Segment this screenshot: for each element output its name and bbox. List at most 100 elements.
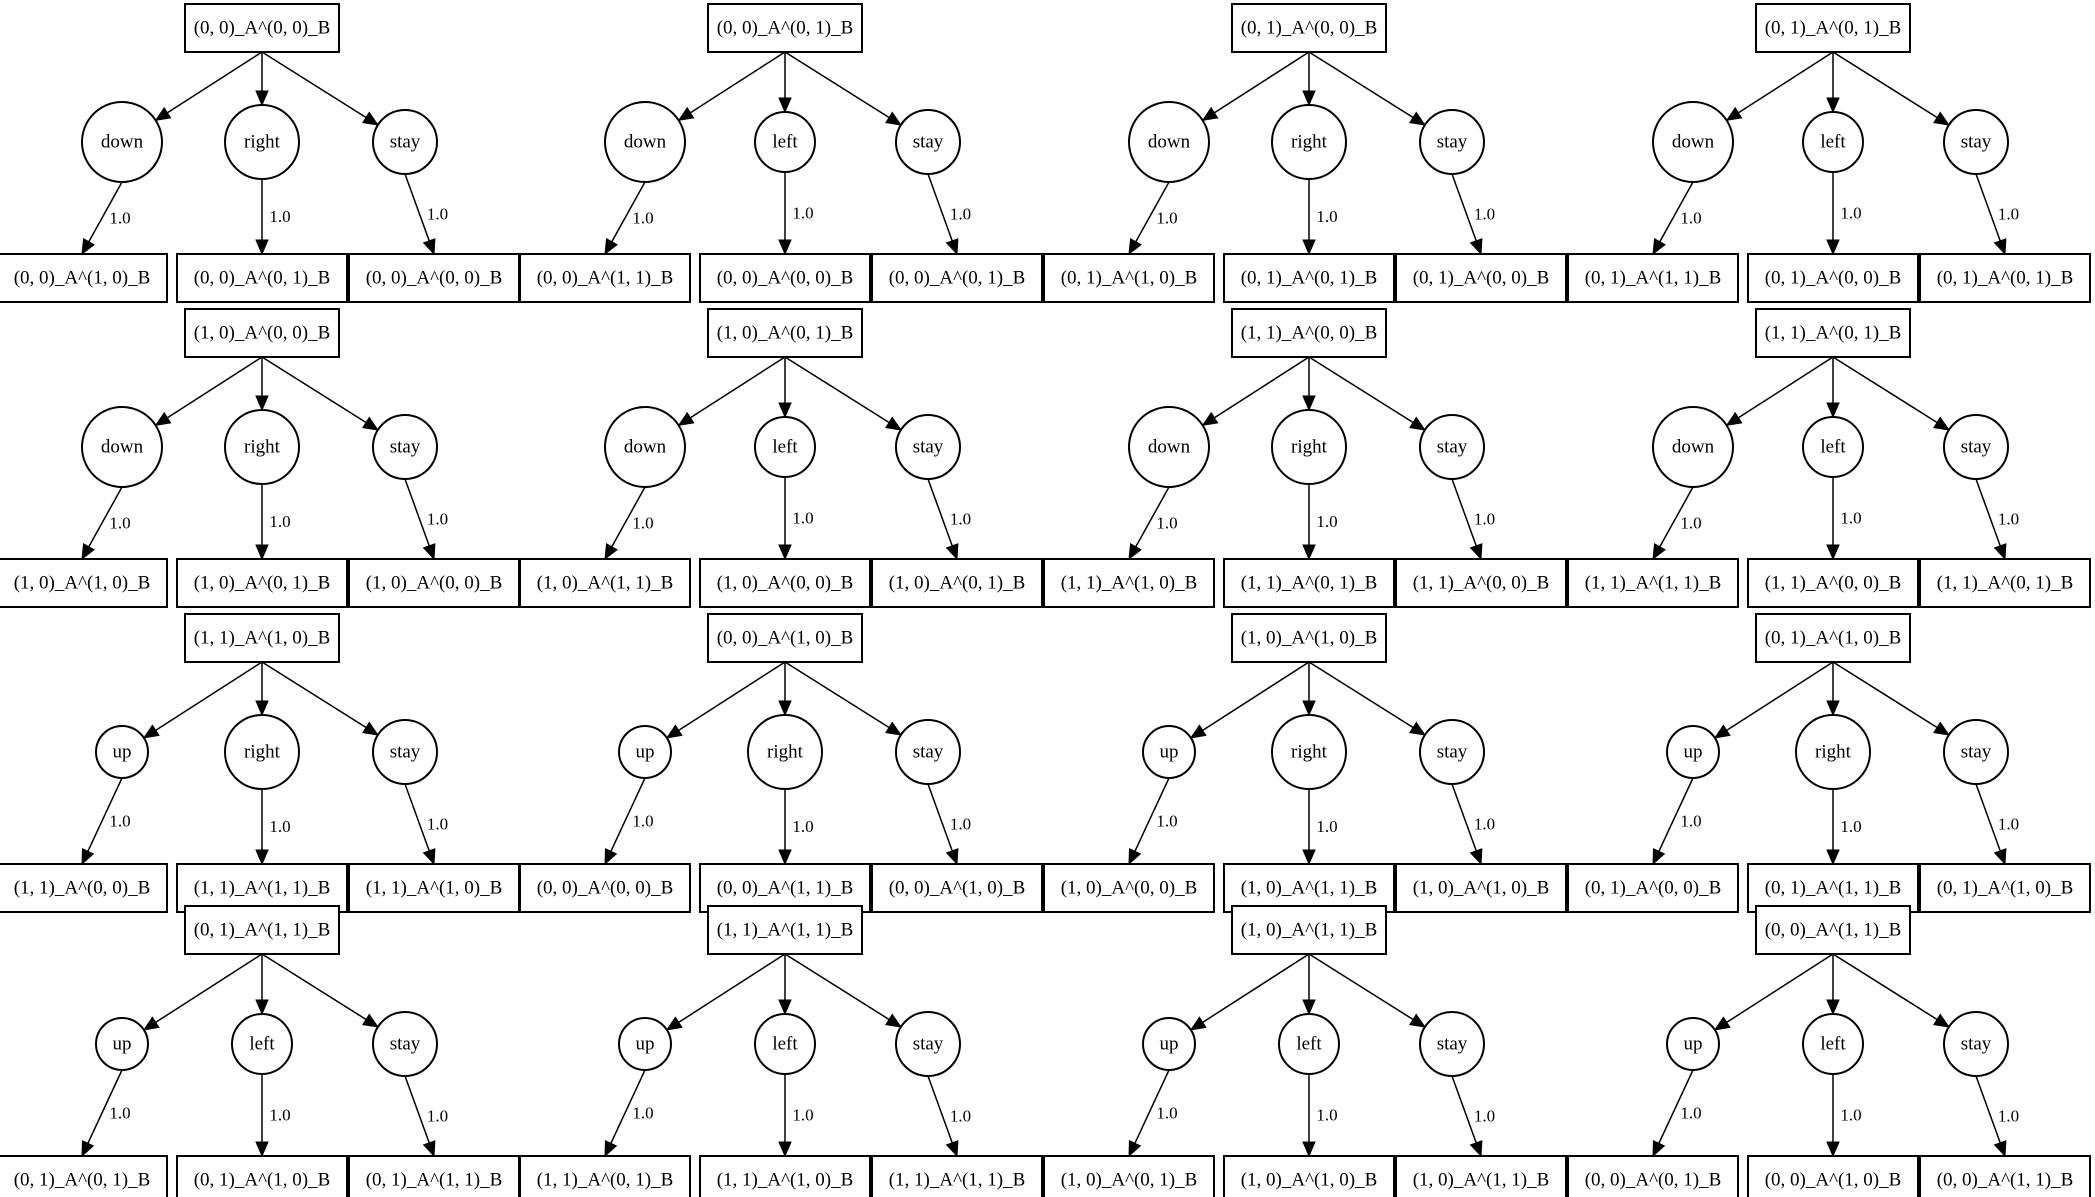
result-state-box xyxy=(1919,558,2091,608)
arrowhead xyxy=(1652,238,1666,256)
result-state-box xyxy=(176,253,348,303)
action-label: down xyxy=(1148,132,1191,153)
state-node-label: (1, 1)_A^(1, 1)_B xyxy=(717,920,854,941)
arrowhead xyxy=(1826,849,1840,866)
state-node-label: (1, 0)_A^(1, 0)_B xyxy=(1241,628,1378,649)
arrowhead xyxy=(945,1140,959,1158)
result-state-label: (0, 0)_A^(1, 1)_B xyxy=(1937,1170,2074,1191)
arrowhead xyxy=(81,848,95,866)
result-state-label: (0, 0)_A^(0, 0)_B xyxy=(366,268,503,289)
arrowhead xyxy=(778,402,792,419)
arrowhead xyxy=(1128,848,1142,866)
result-state-label: (0, 0)_A^(1, 0)_B xyxy=(1765,1170,1902,1191)
arrowhead xyxy=(1201,106,1219,122)
probability-label: 1.0 xyxy=(427,510,448,529)
action-edge xyxy=(1726,953,1834,1024)
probability-label: 1.0 xyxy=(792,204,813,223)
arrowhead xyxy=(1713,724,1731,739)
probability-label: 1.0 xyxy=(632,812,653,831)
arrowhead xyxy=(362,721,379,736)
probability-label: 1.0 xyxy=(109,209,130,228)
action-label: left xyxy=(772,1034,798,1055)
arrowhead xyxy=(945,848,959,866)
state-node-box xyxy=(1755,308,1911,358)
transition-edge xyxy=(1451,478,1477,547)
transition-edge xyxy=(1975,1075,2001,1144)
action-label: right xyxy=(244,437,281,458)
action-label: down xyxy=(1672,437,1715,458)
action-label: left xyxy=(1820,132,1846,153)
arrowhead xyxy=(1302,1141,1316,1158)
arrowhead xyxy=(778,97,792,114)
arrowhead xyxy=(885,416,902,431)
probability-label: 1.0 xyxy=(1316,817,1337,836)
result-state-label: (1, 0)_A^(0, 0)_B xyxy=(717,573,854,594)
transition-edge xyxy=(404,783,430,852)
probability-label: 1.0 xyxy=(1840,817,1861,836)
action-label: stay xyxy=(390,132,421,153)
action-edge xyxy=(1832,51,1938,119)
action-edge xyxy=(261,953,367,1021)
result-state-box xyxy=(1747,863,1919,913)
arrowhead xyxy=(604,543,618,561)
arrowhead xyxy=(1302,999,1316,1016)
arrowhead xyxy=(1302,849,1316,866)
result-state-label: (0, 1)_A^(0, 0)_B xyxy=(1413,268,1550,289)
arrowhead xyxy=(1652,543,1666,561)
action-label: up xyxy=(636,1034,655,1055)
result-state-label: (1, 1)_A^(0, 0)_B xyxy=(14,878,151,899)
result-state-box xyxy=(871,1155,1043,1197)
action-label: down xyxy=(1148,437,1191,458)
action-label: left xyxy=(249,1034,275,1055)
transition-edge xyxy=(1658,777,1694,852)
probability-label: 1.0 xyxy=(950,815,971,834)
action-label: left xyxy=(1296,1034,1322,1055)
result-state-box xyxy=(348,558,520,608)
result-state-box xyxy=(348,253,520,303)
result-state-label: (0, 0)_A^(0, 0)_B xyxy=(717,268,854,289)
arrowhead xyxy=(945,543,959,561)
arrowhead xyxy=(1826,402,1840,419)
arrowhead xyxy=(1652,1140,1666,1158)
arrowhead xyxy=(255,90,269,107)
action-edge xyxy=(1308,51,1414,119)
result-state-box xyxy=(1395,863,1567,913)
probability-label: 1.0 xyxy=(632,1104,653,1123)
result-state-box xyxy=(871,558,1043,608)
state-node-label: (1, 1)_A^(0, 0)_B xyxy=(1241,323,1378,344)
probability-label: 1.0 xyxy=(792,509,813,528)
arrowhead xyxy=(1128,1140,1142,1158)
result-state-label: (1, 0)_A^(1, 1)_B xyxy=(537,573,674,594)
transition-edge xyxy=(927,783,953,852)
probability-label: 1.0 xyxy=(269,817,290,836)
action-edge xyxy=(1202,661,1310,732)
arrowhead xyxy=(1302,90,1316,107)
result-state-label: (0, 0)_A^(1, 1)_B xyxy=(537,268,674,289)
result-state-box xyxy=(1223,558,1395,608)
arrowhead xyxy=(255,849,269,866)
state-node-label: (0, 0)_A^(1, 0)_B xyxy=(717,628,854,649)
probability-label: 1.0 xyxy=(950,205,971,224)
result-state-label: (0, 0)_A^(1, 0)_B xyxy=(889,878,1026,899)
arrowhead xyxy=(1302,544,1316,561)
probability-label: 1.0 xyxy=(1840,204,1861,223)
arrowhead xyxy=(1409,416,1426,431)
action-edge xyxy=(1832,356,1938,424)
state-node-label: (0, 1)_A^(1, 1)_B xyxy=(194,920,331,941)
probability-label: 1.0 xyxy=(632,514,653,533)
result-state-label: (0, 1)_A^(1, 0)_B xyxy=(1061,268,1198,289)
transition-edge xyxy=(87,777,123,852)
arrowhead xyxy=(1409,721,1426,736)
result-state-label: (0, 1)_A^(0, 0)_B xyxy=(1765,268,1902,289)
probability-label: 1.0 xyxy=(269,1106,290,1125)
probability-label: 1.0 xyxy=(950,510,971,529)
state-node-box xyxy=(1231,3,1387,53)
arrowhead xyxy=(1409,111,1426,126)
action-label: stay xyxy=(913,437,944,458)
arrowhead xyxy=(255,1141,269,1158)
